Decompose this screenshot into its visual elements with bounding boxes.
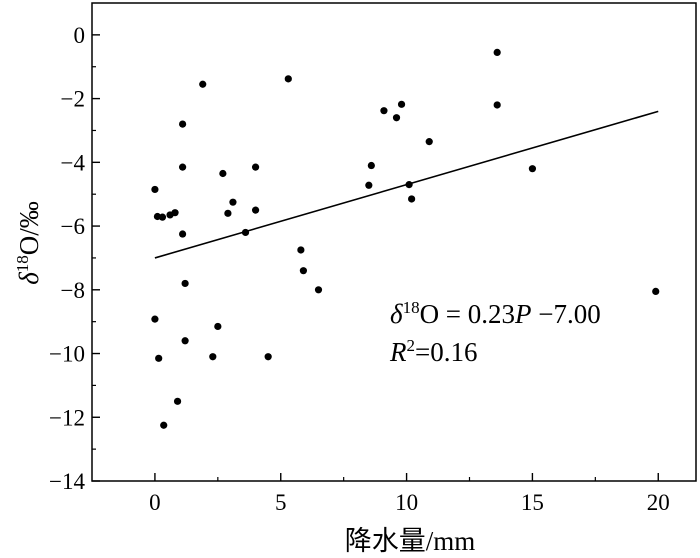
data-point <box>425 138 433 146</box>
plot-frame <box>91 2 697 482</box>
y-tick-label: −4 <box>61 150 86 175</box>
data-points <box>151 48 660 429</box>
data-point <box>314 286 323 294</box>
data-point <box>171 209 179 217</box>
data-point <box>155 354 163 362</box>
y-tick-label: −8 <box>61 278 85 303</box>
y-tick-label: −6 <box>61 214 85 239</box>
data-point <box>652 287 660 295</box>
data-point <box>209 353 217 361</box>
r-squared: R2=0.16 <box>389 336 477 367</box>
data-point <box>297 246 305 254</box>
data-point <box>405 181 413 189</box>
data-point <box>173 397 182 405</box>
regression-equation: δ18O = 0.23P −7.00 <box>390 298 601 329</box>
data-point <box>214 322 222 331</box>
data-point <box>367 161 375 170</box>
x-tick-label: 0 <box>149 490 161 515</box>
y-axis-title-sup: 18 <box>13 255 32 272</box>
y-tick-label: −12 <box>49 405 85 430</box>
data-point <box>181 279 189 288</box>
y-tick-label: −14 <box>49 469 85 494</box>
data-point <box>264 353 272 361</box>
data-point <box>408 195 416 203</box>
data-point <box>528 165 537 173</box>
eq-end: −7.00 <box>532 299 601 329</box>
data-point <box>151 315 159 323</box>
data-point <box>229 198 237 206</box>
data-point <box>179 230 187 238</box>
eq-mid: O = 0.23 <box>420 299 515 329</box>
data-point <box>151 185 159 194</box>
data-point <box>158 213 167 221</box>
r-var: R <box>389 337 407 367</box>
r-sup: 2 <box>407 336 416 355</box>
x-tick-label: 10 <box>395 490 418 515</box>
y-axis: 0 −2 −4 −6 −8 −10 −12 −14 <box>49 23 100 494</box>
data-point <box>284 75 292 83</box>
data-point <box>493 48 501 56</box>
data-point <box>397 100 406 108</box>
data-point <box>380 107 388 115</box>
y-tick-label: −2 <box>61 87 85 112</box>
eq-var: P <box>514 299 532 329</box>
data-point <box>219 169 227 178</box>
x-tick-label: 15 <box>521 490 544 515</box>
data-point <box>181 337 189 345</box>
data-point <box>299 267 307 275</box>
y-axis-title: δ18O/‰ <box>13 201 44 285</box>
data-point <box>493 101 501 109</box>
data-point <box>179 120 187 128</box>
y-tick-label: 0 <box>74 23 86 48</box>
eq-sup: 18 <box>403 298 420 317</box>
data-point <box>251 206 260 214</box>
data-point <box>365 181 373 189</box>
y-axis-title-rest: O/‰ <box>14 201 44 255</box>
x-tick-label: 5 <box>275 490 287 515</box>
data-point <box>224 209 232 217</box>
y-tick-label: −10 <box>49 342 85 367</box>
x-tick-label: 20 <box>647 490 670 515</box>
data-point <box>199 80 207 88</box>
data-point <box>251 163 260 171</box>
r-val: =0.16 <box>415 337 477 367</box>
y-axis-title-delta: δ <box>14 272 44 285</box>
data-point <box>241 228 250 237</box>
data-point <box>179 163 187 171</box>
x-axis: 0 5 10 15 20 <box>149 473 670 515</box>
x-axis-title: 降水量/mm <box>345 526 476 556</box>
data-point <box>160 421 168 429</box>
eq-delta: δ <box>390 299 403 329</box>
data-point <box>392 114 401 122</box>
